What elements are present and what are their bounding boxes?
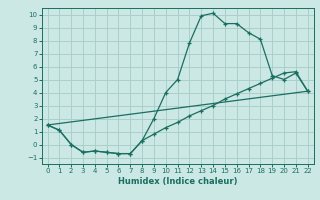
X-axis label: Humidex (Indice chaleur): Humidex (Indice chaleur) [118,177,237,186]
